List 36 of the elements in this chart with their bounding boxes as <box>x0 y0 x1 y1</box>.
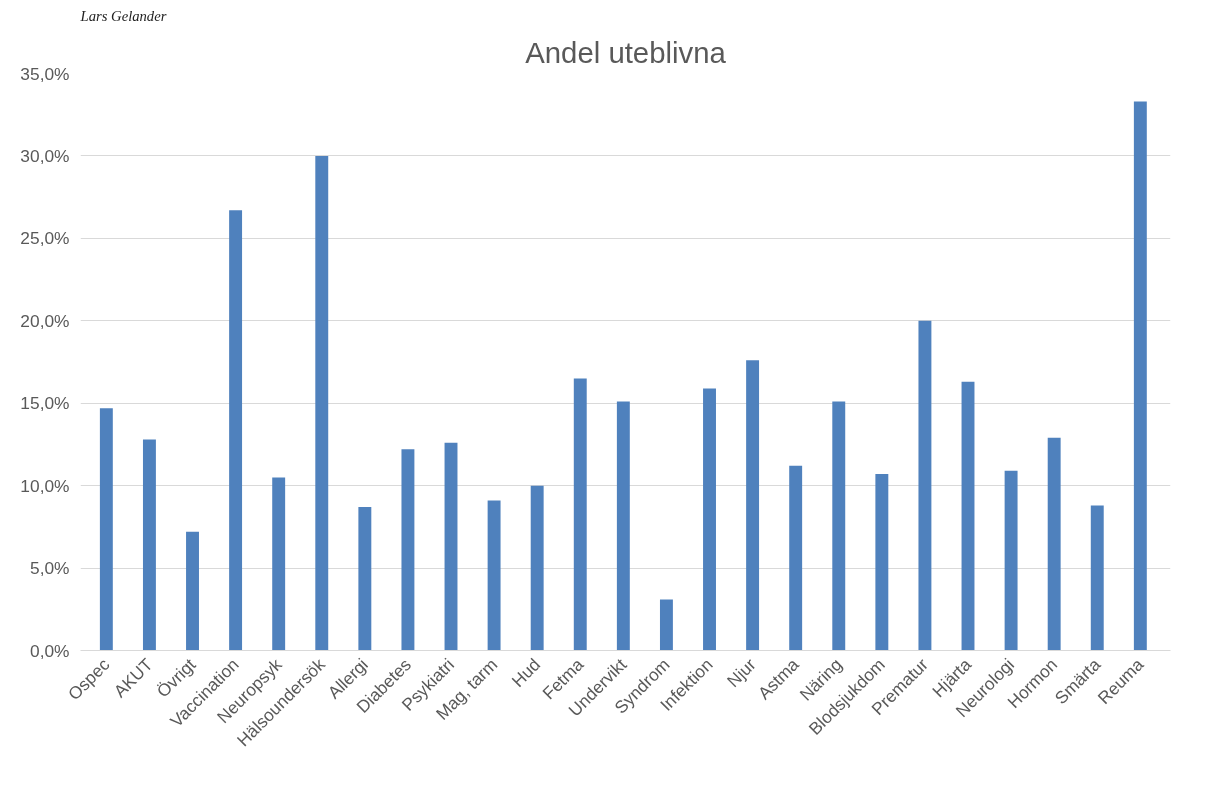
bar <box>487 500 501 651</box>
bar <box>315 155 329 651</box>
bar <box>875 474 889 651</box>
bar <box>1047 437 1061 651</box>
y-tick-label: 5,0% <box>30 558 70 579</box>
bar <box>272 477 286 651</box>
y-tick-label: 0,0% <box>30 640 70 661</box>
bar <box>789 465 803 651</box>
bar <box>1004 470 1018 651</box>
y-tick-label: 30,0% <box>20 145 70 166</box>
bar <box>186 531 199 651</box>
x-tick-label: Njur <box>723 654 760 692</box>
bar <box>1133 101 1147 651</box>
bar <box>530 485 544 651</box>
bar <box>961 381 975 651</box>
bar <box>659 599 673 651</box>
bar <box>401 449 415 651</box>
y-tick-label: 20,0% <box>20 310 70 331</box>
bar <box>832 401 846 651</box>
bar <box>703 388 716 651</box>
bar <box>573 378 587 651</box>
chart-title: Andel uteblivna <box>525 35 727 69</box>
y-tick-label: 15,0% <box>20 393 70 414</box>
bar <box>1090 505 1104 651</box>
bar <box>616 401 630 651</box>
bar <box>142 439 156 651</box>
bar <box>99 408 113 651</box>
y-tick-label: 25,0% <box>20 228 70 249</box>
y-tick-label: 35,0% <box>20 63 70 84</box>
bar <box>444 442 458 651</box>
bar <box>746 360 760 651</box>
bar <box>918 320 932 651</box>
text: Lars Gelander <box>79 7 167 24</box>
bar <box>358 507 372 651</box>
bar <box>229 210 243 651</box>
y-tick-label: 10,0% <box>20 475 70 496</box>
